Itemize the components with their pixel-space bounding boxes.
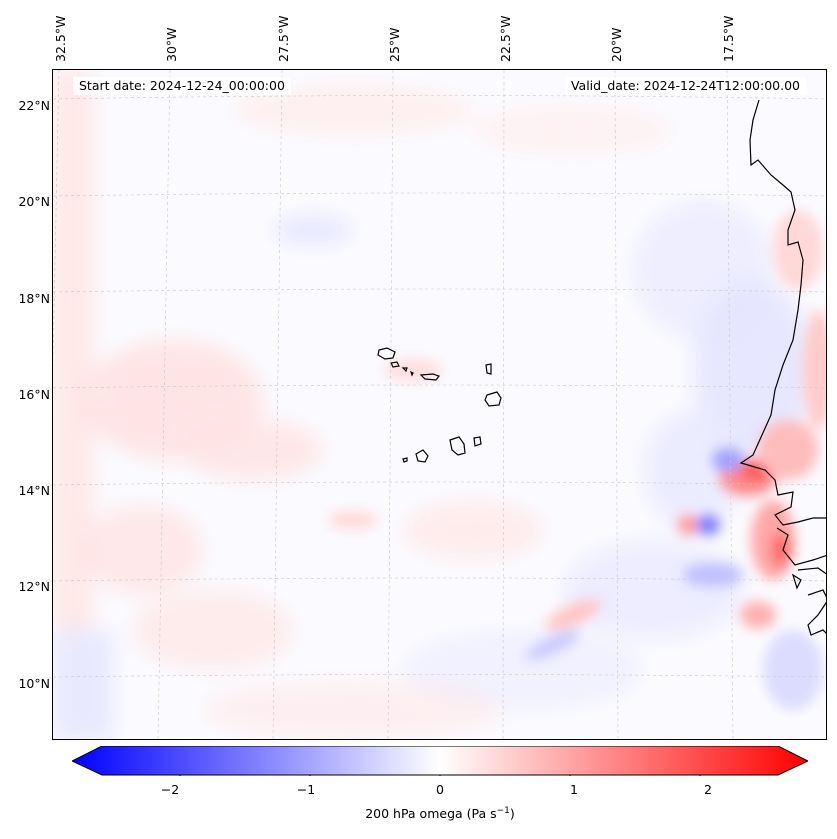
lat-label-16n: 16°N (18, 387, 50, 402)
start-date-label: Start date: 2024-12-24_00:00:00 (73, 77, 291, 95)
lat-label-20n: 20°N (18, 194, 50, 209)
colorbar-tick-label: −1 (296, 782, 316, 797)
map-panel[interactable]: Start date: 2024-12-24_00:00:00 Valid_da… (52, 69, 827, 740)
colorbar-title: 200 hPa omega (Pa s−1) (365, 806, 515, 822)
lat-label-18n: 18°N (18, 291, 50, 306)
lat-label-12n: 12°N (18, 579, 50, 594)
colorbar (72, 746, 808, 776)
african-coastline (739, 99, 826, 636)
colorbar-tick-label: 0 (436, 782, 444, 797)
omega-field-map (53, 70, 826, 739)
lon-label-27-5w: 27.5°W (276, 15, 291, 62)
lon-label-17-5w: 17.5°W (721, 15, 736, 62)
cabo-verde-islands (377, 347, 502, 463)
colorbar-tickmarks (179, 775, 701, 776)
graticule (53, 70, 826, 739)
colorbar-ramp (72, 746, 808, 776)
colorbar-tick-label: −2 (160, 782, 180, 797)
lat-label-22n: 22°N (18, 98, 50, 113)
lon-label-22-5w: 22.5°W (498, 15, 513, 62)
colorbar-tick-label: 2 (704, 782, 712, 797)
valid-date-label: Valid_date: 2024-12-24T12:00:00.00 (564, 77, 806, 95)
lat-label-10n: 10°N (18, 676, 50, 691)
omega-shading (53, 70, 813, 739)
lon-label-20w: 20°W (609, 27, 624, 62)
lon-label-30w: 30°W (164, 27, 179, 62)
lon-label-32-5w: 32.5°W (53, 15, 68, 62)
lon-label-25w: 25°W (387, 27, 402, 62)
lat-label-14n: 14°N (18, 483, 50, 498)
colorbar-tick-label: 1 (570, 782, 578, 797)
